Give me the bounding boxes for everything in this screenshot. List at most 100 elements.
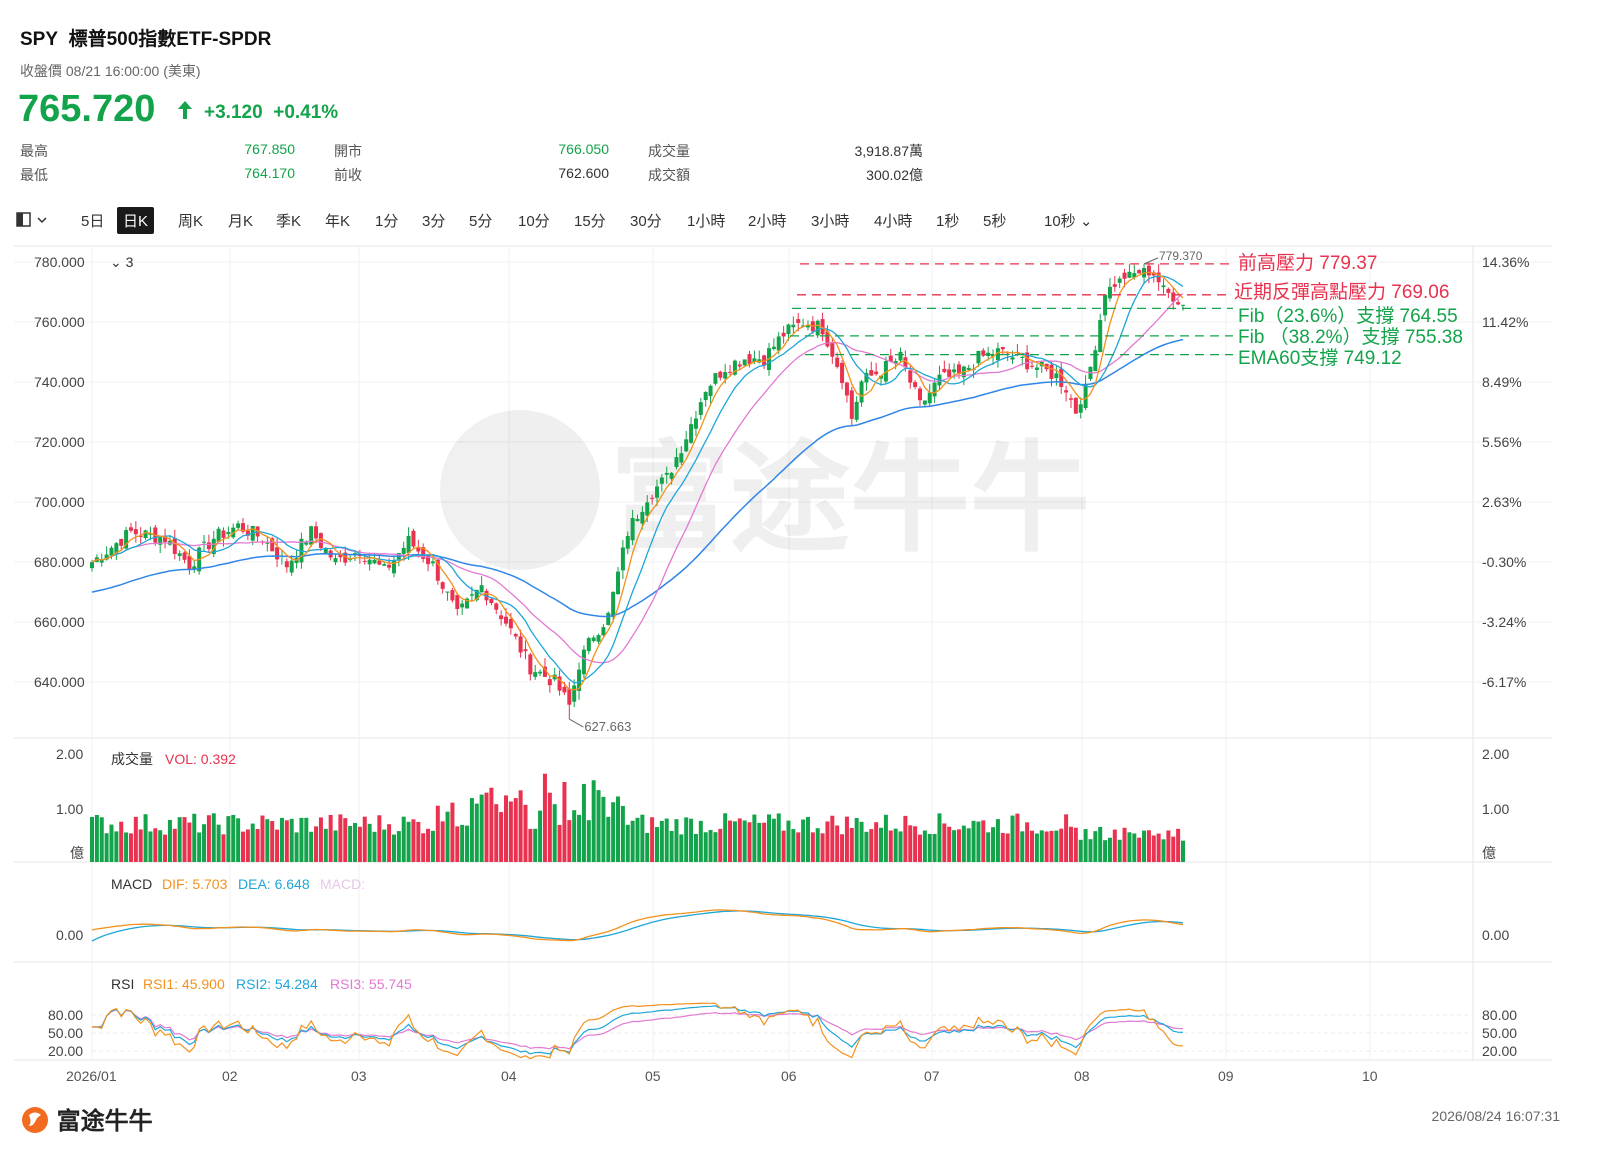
candle-body-127 xyxy=(708,385,713,397)
y-tick-left-3: 720.000 xyxy=(34,434,85,450)
candle-body-197 xyxy=(1049,364,1054,379)
candle-body-209 xyxy=(1107,286,1112,299)
snapshot-timestamp: 2026/08/24 16:07:31 xyxy=(1431,1108,1560,1124)
interval-17[interactable]: 5秒 xyxy=(983,213,1007,230)
candle-body-98 xyxy=(567,688,572,705)
volume-bar-215 xyxy=(1137,837,1142,862)
candle-body-220 xyxy=(1161,285,1166,288)
change-value: +3.120 xyxy=(204,102,263,123)
volume-bar-11 xyxy=(143,814,148,862)
interval-13[interactable]: 2小時 xyxy=(748,213,787,230)
candle-body-169 xyxy=(913,382,918,387)
interval-11[interactable]: 30分 xyxy=(630,213,662,230)
volume-bar-71 xyxy=(435,805,440,862)
interval-15[interactable]: 4小時 xyxy=(874,213,913,230)
volume-bar-170 xyxy=(917,834,922,862)
volume-bar-18 xyxy=(177,817,182,862)
candle-body-105 xyxy=(601,627,606,636)
candle-body-65 xyxy=(406,535,411,553)
candle-body-8 xyxy=(128,527,133,531)
candle-body-72 xyxy=(440,582,445,589)
volume-bar-192 xyxy=(1025,822,1030,862)
candle-body-173 xyxy=(932,382,937,397)
volume-bar-116 xyxy=(654,827,659,862)
volume-bar-179 xyxy=(961,825,966,862)
high-label: 最高 xyxy=(20,143,48,159)
candle-body-170 xyxy=(917,388,922,401)
candle-body-104 xyxy=(596,635,601,642)
interval-10[interactable]: 15分 xyxy=(574,213,606,230)
candle-body-12 xyxy=(148,533,153,535)
interval-1[interactable]: 日K xyxy=(117,207,155,234)
volume-bar-146 xyxy=(801,819,806,862)
candle-body-119 xyxy=(669,472,674,479)
interval-8[interactable]: 5分 xyxy=(469,213,493,230)
macd-dif-label: DIF: 5.703 xyxy=(162,876,228,892)
interval-12[interactable]: 1小時 xyxy=(687,213,726,230)
candle-body-87 xyxy=(513,634,518,637)
volume-bar-217 xyxy=(1146,830,1151,862)
candle-body-214 xyxy=(1132,273,1137,278)
interval-6[interactable]: 1分 xyxy=(375,213,399,230)
candle-body-149 xyxy=(815,320,820,336)
rsi-y-tick-2: 20.00 xyxy=(48,1043,83,1059)
volume-bar-211 xyxy=(1117,839,1122,862)
volume-bar-30 xyxy=(236,818,241,862)
rsi-y-tick-right-2: 20.00 xyxy=(1482,1043,1517,1059)
volume-bar-78 xyxy=(469,798,474,862)
volume-bar-8 xyxy=(128,833,133,862)
ema60-line xyxy=(91,338,1184,618)
volume-bar-143 xyxy=(786,820,791,862)
interval-14[interactable]: 3小時 xyxy=(811,213,850,230)
candle-body-136 xyxy=(752,358,757,362)
candle-body-150 xyxy=(820,319,825,335)
volume-bar-3 xyxy=(104,833,109,862)
volume-bar-147 xyxy=(805,816,810,862)
volume-bar-21 xyxy=(192,813,197,862)
candle-body-2 xyxy=(99,560,104,563)
volume-bar-121 xyxy=(679,834,684,862)
volume-bar-187 xyxy=(1000,832,1005,862)
brand-name: 富途牛牛 xyxy=(56,1108,153,1135)
interval-9[interactable]: 10分 xyxy=(518,213,550,230)
volume-bar-57 xyxy=(367,823,372,862)
volume-bar-81 xyxy=(484,792,489,862)
volume-bar-98 xyxy=(567,820,572,862)
candle-body-32 xyxy=(245,530,250,536)
volume-bar-93 xyxy=(542,773,547,862)
volume-bar-156 xyxy=(849,828,854,862)
candle-body-116 xyxy=(654,486,659,498)
candle-body-175 xyxy=(942,368,947,373)
interval-18[interactable]: 10秒 ⌄ xyxy=(1044,213,1093,230)
interval-5[interactable]: 年K xyxy=(325,213,351,230)
volume-bar-199 xyxy=(1059,828,1064,862)
volume-bar-224 xyxy=(1181,840,1185,862)
interval-16[interactable]: 1秒 xyxy=(936,213,960,230)
candle-body-111 xyxy=(630,518,635,541)
candle-body-208 xyxy=(1103,294,1108,316)
interval-4[interactable]: 季K xyxy=(276,213,302,230)
candle-body-46 xyxy=(314,526,319,539)
candle-body-217 xyxy=(1146,265,1151,276)
volume-bar-48 xyxy=(323,828,328,862)
volume-bar-188 xyxy=(1005,833,1010,862)
layout-toggle-icon[interactable] xyxy=(16,211,48,229)
volume-bar-69 xyxy=(426,828,431,862)
interval-3[interactable]: 月K xyxy=(228,213,254,230)
interval-0[interactable]: 5日 xyxy=(81,213,105,230)
open-value: 766.050 xyxy=(558,141,609,157)
volume-bar-208 xyxy=(1103,840,1108,862)
volume-bar-140 xyxy=(771,818,776,862)
candle-body-40 xyxy=(284,561,289,568)
volume-bar-95 xyxy=(552,804,557,862)
ma5-line xyxy=(91,271,1184,691)
y-tick-right-1: 11.42% xyxy=(1482,314,1528,330)
interval-2[interactable]: 周K xyxy=(178,213,204,230)
volume-bar-67 xyxy=(416,821,421,862)
rsi-y-tick-right-0: 80.00 xyxy=(1482,1007,1517,1023)
candle-body-66 xyxy=(411,530,416,547)
interval-7[interactable]: 3分 xyxy=(422,213,446,230)
candle-body-69 xyxy=(426,555,431,565)
volume-bar-24 xyxy=(206,815,211,862)
volume-bar-101 xyxy=(581,783,586,862)
